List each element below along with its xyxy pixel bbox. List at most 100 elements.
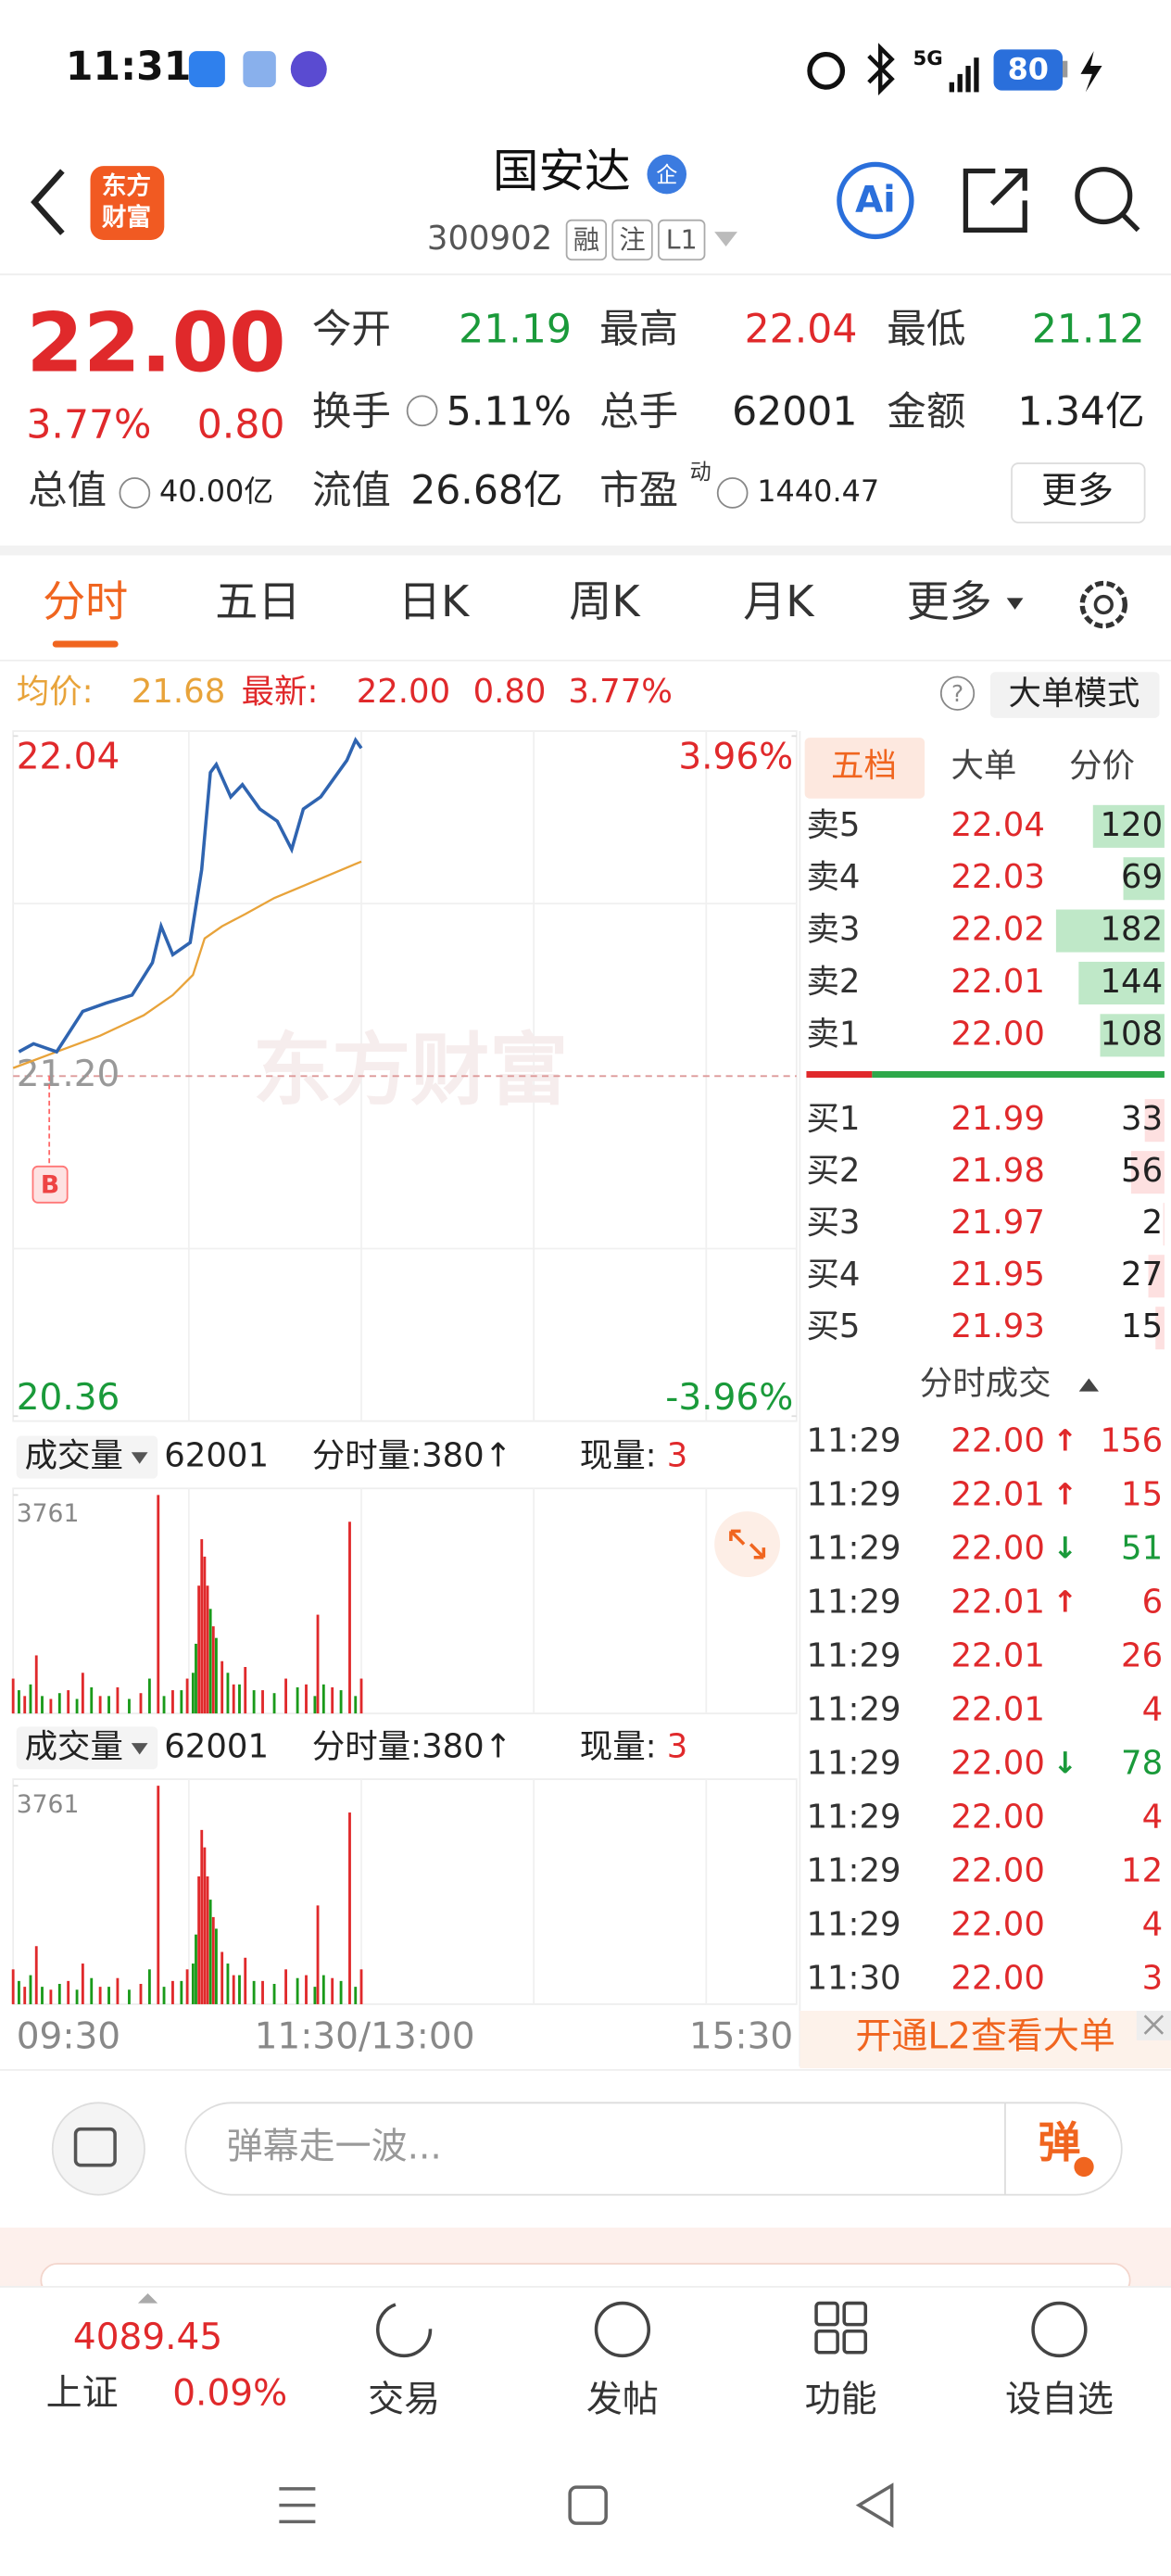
nav-icon-cell — [842, 2329, 868, 2355]
home-key[interactable] — [568, 2485, 608, 2525]
volume-bar — [348, 1522, 351, 1714]
last-price: 22.00 — [26, 295, 285, 390]
depth-bar — [1148, 1255, 1165, 1298]
charging-icon — [1080, 51, 1102, 93]
l2-banner[interactable] — [800, 2011, 1171, 2069]
book-level: 买3 — [806, 1204, 860, 1242]
volume-bar — [305, 1975, 308, 2004]
volume-bar — [226, 1673, 230, 1714]
trade-marker[interactable] — [31, 1165, 69, 1204]
trade-price: 22.00 — [951, 1530, 1044, 1568]
notes-button[interactable] — [51, 2102, 145, 2196]
tab[interactable]: 分时 — [43, 576, 128, 626]
minute-volume: 分时量:380↑ — [312, 1727, 512, 1765]
volume-bar — [195, 1643, 197, 1714]
search-button[interactable] — [1075, 167, 1133, 225]
book-volume: 33 — [1121, 1100, 1163, 1138]
book-tab[interactable]: 大单 — [951, 747, 1016, 785]
field-label: 流值 — [312, 468, 391, 513]
x-tick-label: 09:30 — [17, 2016, 120, 2058]
share-button[interactable] — [963, 168, 1027, 233]
trade-volume: 4 — [1142, 1690, 1164, 1728]
nav-icon-cell — [814, 2329, 839, 2355]
tab[interactable]: 更多 — [907, 576, 992, 626]
stock-code: 300902 — [427, 220, 552, 258]
info-icon[interactable] — [716, 477, 749, 509]
book-level: 卖1 — [806, 1015, 860, 1053]
settings-button[interactable] — [1079, 580, 1128, 629]
mode-button[interactable] — [989, 672, 1160, 718]
section-gap — [0, 545, 1171, 556]
tab[interactable]: 日K — [398, 576, 471, 626]
depth-bar — [1144, 1099, 1165, 1143]
book-volume: 15 — [1121, 1307, 1163, 1345]
tab[interactable]: 周K — [569, 576, 641, 626]
volume-bar — [185, 1678, 189, 1714]
volume-bar — [29, 1975, 32, 2004]
trade-time: 11:29 — [806, 1584, 900, 1622]
field-value: 40.00亿 — [159, 474, 273, 509]
field-value: 1440.47 — [757, 474, 879, 509]
depth-bar — [1092, 804, 1165, 848]
volume-bar — [232, 1975, 235, 2004]
volume-bar — [128, 1698, 131, 1714]
book-price: 21.99 — [951, 1100, 1044, 1138]
trade-price: 22.00 — [951, 1422, 1044, 1460]
back-key[interactable] — [855, 2482, 894, 2529]
logo-text: 东方 — [102, 172, 151, 201]
battery-tip — [1062, 60, 1068, 78]
trade-volume: 4 — [1142, 1905, 1164, 1943]
dropdown-icon[interactable] — [714, 232, 737, 247]
nav-label[interactable]: 功能 — [805, 2379, 877, 2420]
tag-box — [565, 219, 608, 261]
ai-button[interactable] — [837, 161, 914, 240]
field-value: 21.19 — [459, 308, 572, 353]
back-button[interactable] — [31, 169, 65, 235]
volume-total: 62001 — [164, 1437, 269, 1475]
field-label: 最低 — [887, 308, 965, 353]
volume-bar — [252, 1980, 256, 2004]
volume-selector[interactable] — [16, 1435, 158, 1479]
y-tick-label: 20.36 — [17, 1377, 120, 1419]
nav-icon[interactable] — [375, 2301, 433, 2358]
tab[interactable]: 月K — [743, 576, 815, 626]
expand-button[interactable] — [714, 1511, 781, 1578]
alarm-icon — [807, 51, 846, 90]
nav-icon[interactable] — [1031, 2301, 1088, 2358]
book-sep-green — [872, 1070, 1165, 1079]
volume-bar — [49, 1698, 53, 1714]
trade-time: 11:29 — [806, 1530, 900, 1568]
book-tab[interactable]: 五档 — [831, 747, 897, 785]
volume-bar — [331, 1977, 334, 2004]
volume-bar — [57, 1693, 61, 1714]
help-button[interactable] — [939, 676, 976, 711]
volume-bar — [29, 1684, 32, 1714]
nav-label[interactable]: 发帖 — [586, 2379, 659, 2420]
tab[interactable]: 五日 — [215, 576, 300, 626]
nav-label[interactable]: 设自选 — [1005, 2379, 1114, 2420]
field-value: 62001 — [732, 389, 857, 435]
volume-bar — [284, 1678, 288, 1714]
nav-label[interactable]: 交易 — [368, 2379, 440, 2420]
trade-direction: ↑ — [1052, 1477, 1077, 1512]
volume-selector[interactable] — [16, 1726, 158, 1770]
volume-bar — [197, 1876, 201, 2004]
dropdown-icon — [131, 1452, 148, 1464]
more-button[interactable] — [1011, 462, 1146, 524]
volume-label: 成交量 — [25, 1727, 123, 1765]
battery-level: 80 — [1008, 51, 1049, 86]
info-icon[interactable] — [119, 477, 151, 509]
signal-bar — [974, 57, 979, 93]
volume-bar — [41, 1987, 44, 2004]
nav-icon[interactable] — [594, 2301, 651, 2358]
comment-input[interactable] — [184, 2102, 1123, 2196]
book-price: 21.95 — [951, 1256, 1044, 1294]
volume-bar — [208, 1609, 212, 1714]
book-tab[interactable]: 分价 — [1069, 747, 1135, 785]
trade-price: 22.01 — [951, 1584, 1044, 1622]
tag: L1 — [666, 225, 698, 256]
field-value: 26.68亿 — [410, 468, 562, 513]
book-price: 22.01 — [951, 963, 1044, 1001]
info-icon[interactable] — [406, 395, 438, 427]
volume-bar — [331, 1686, 334, 1714]
